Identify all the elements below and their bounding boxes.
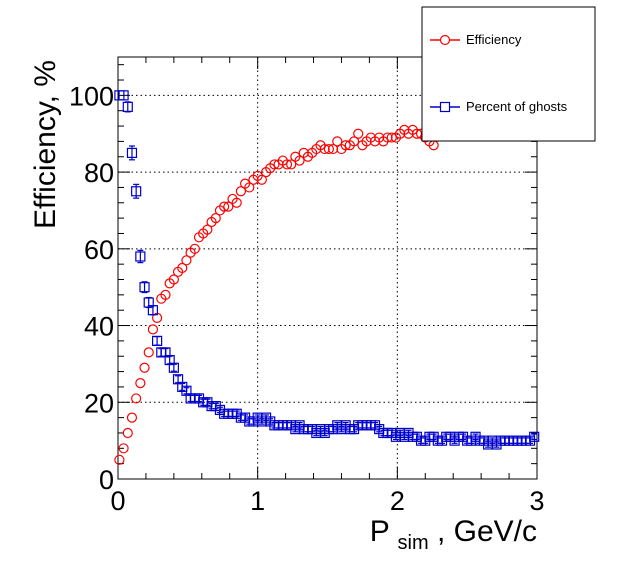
data-point [340,140,351,151]
legend-marker-ghosts [439,101,451,113]
y-tick-label: 40 [84,312,114,342]
data-point [122,101,133,112]
data-point [131,393,142,404]
data-point [353,128,364,139]
data-point [126,147,138,159]
data-point [348,136,360,147]
data-point [152,335,163,346]
y-tick-label: 100 [69,81,114,111]
data-point [189,243,200,254]
data-point [177,262,188,274]
data-point [327,143,339,155]
x-tick-label: 1 [250,486,265,516]
data-point [319,143,330,155]
data-point [126,412,138,423]
data-point [244,182,255,193]
data-point [269,159,280,170]
x-tick-labels: 0 1 2 3 [110,486,544,516]
data-point [223,201,234,212]
data-point [210,213,221,224]
legend-marker-efficiency [439,34,451,46]
data-point [323,143,334,155]
y-tick-label: 80 [84,158,114,188]
data-point [135,251,146,262]
plot-frame [117,56,538,480]
x-axis-label: P sim , GeV/c [370,515,537,556]
data-point [135,377,146,389]
grid-lines [118,57,537,479]
y-tick-label: 0 [99,465,114,495]
data-point [147,305,159,316]
data-point [256,174,267,185]
legend-label-ghosts: Percent of ghosts [466,99,568,114]
x-tick-label: 0 [110,486,125,516]
legend-entry-efficiency: Efficiency [430,32,522,47]
legend-box [421,6,596,142]
data-point [139,362,150,373]
x-axis-label-main: P [370,515,389,548]
data-point [160,289,171,300]
x-axis-label-sub: sim [398,532,429,554]
data-point [231,197,242,208]
legend-entry-ghosts: Percent of ghosts [430,99,568,114]
data-point [281,159,293,170]
data-point [235,186,247,197]
data-point [294,155,305,166]
x-axis-label-rest: , GeV/c [437,515,537,548]
data-point [332,136,343,147]
series-layer [114,90,540,465]
data-point [411,128,422,139]
legend: Efficiency Percent of ghosts [421,6,596,142]
data-point [382,132,393,143]
data-point [168,362,179,373]
y-tick-label: 60 [84,235,114,265]
data-point [122,427,133,439]
data-point [114,454,125,465]
y-tick-labels: 0 20 40 60 80 100 [69,81,114,495]
legend-label-efficiency: Efficiency [466,32,522,47]
data-point [202,224,213,235]
data-point [181,255,192,266]
x-tick-label: 2 [390,486,405,516]
data-point [139,282,150,293]
data-point [118,90,129,101]
series-ghosts [114,90,540,450]
data-point [131,186,142,197]
y-tick-label: 20 [84,388,114,418]
data-point [118,443,129,454]
x-tick-label: 3 [529,486,544,516]
data-point [147,324,159,335]
data-point [286,159,297,170]
data-point [386,132,397,143]
data-point [168,274,179,285]
y-axis-label: Efficiency, % [29,60,62,229]
data-point [529,431,540,442]
data-point [219,201,230,212]
series-efficiency [114,124,439,465]
data-point [143,347,154,358]
